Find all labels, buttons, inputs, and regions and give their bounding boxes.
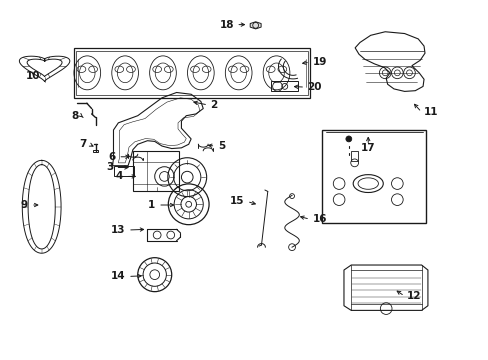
Text: 4: 4 [116, 171, 123, 181]
Text: 9: 9 [20, 200, 27, 210]
Polygon shape [250, 22, 261, 29]
Bar [76, 51, 307, 95]
Bar [322, 130, 426, 223]
Bar [350, 151, 357, 161]
Text: 10: 10 [26, 71, 41, 81]
Text: 7: 7 [79, 139, 87, 149]
Text: 5: 5 [217, 141, 224, 151]
Bar [93, 150, 98, 152]
Text: 13: 13 [111, 225, 125, 235]
Text: 12: 12 [406, 291, 421, 301]
Text: 16: 16 [312, 214, 326, 224]
Text: 3: 3 [106, 162, 113, 172]
Bar [74, 48, 309, 98]
Text: 17: 17 [360, 143, 375, 153]
Text: 15: 15 [229, 197, 244, 206]
Text: 11: 11 [423, 107, 438, 117]
Text: 19: 19 [312, 57, 326, 67]
Bar [114, 166, 134, 176]
Text: 18: 18 [219, 19, 233, 30]
Text: 6: 6 [108, 152, 116, 162]
Text: 8: 8 [71, 111, 79, 121]
Circle shape [345, 136, 351, 142]
Text: 1: 1 [147, 200, 154, 210]
Text: 20: 20 [307, 82, 322, 92]
Text: 14: 14 [111, 271, 125, 282]
Text: 2: 2 [210, 100, 217, 110]
Bar [271, 81, 297, 91]
Bar [133, 152, 179, 191]
